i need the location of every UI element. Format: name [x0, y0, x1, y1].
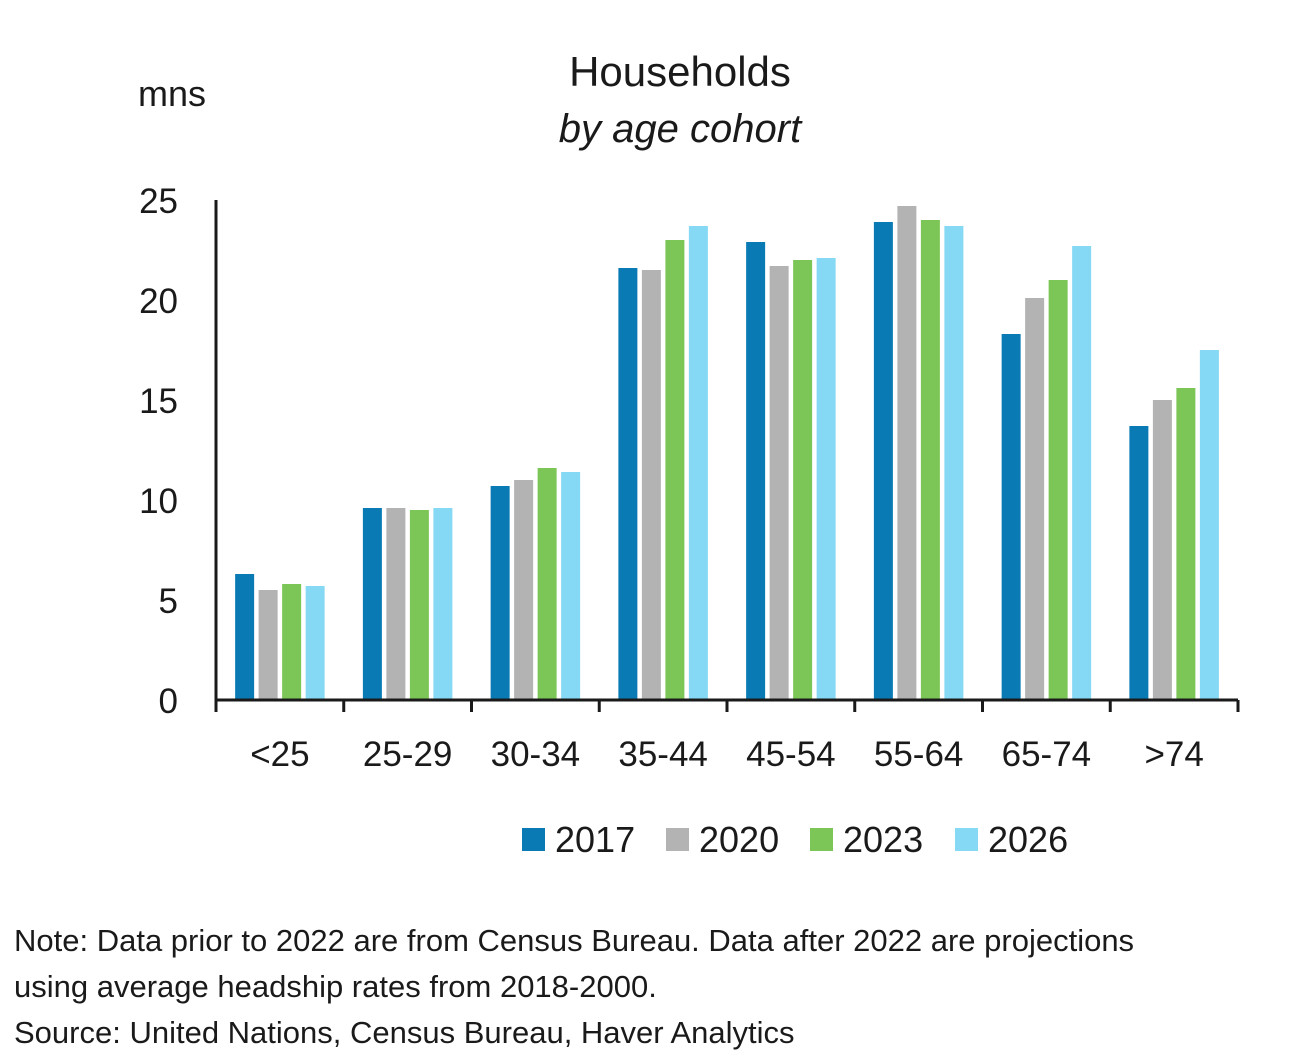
bar-2026-7 — [1199, 350, 1219, 700]
bar-2017-7 — [1129, 426, 1149, 700]
bar-2020-5 — [897, 206, 917, 700]
y-tick-label: 10 — [139, 482, 178, 521]
bar-2017-5 — [873, 222, 893, 700]
bar-2020-4 — [769, 266, 789, 700]
x-tick-label: 65-74 — [1002, 735, 1092, 774]
y-tick-label: 0 — [159, 682, 178, 721]
x-tick-label: 25-29 — [363, 735, 453, 774]
legend-swatch-2026 — [955, 828, 978, 851]
bar-2026-2 — [561, 472, 581, 700]
bar-2023-3 — [665, 240, 685, 700]
legend-label-2017: 2017 — [555, 819, 635, 860]
bar-2020-2 — [514, 480, 534, 700]
x-tick-label: 55-64 — [874, 735, 964, 774]
x-tick-label: 45-54 — [746, 735, 836, 774]
bar-2023-2 — [537, 468, 557, 700]
bar-2017-0 — [235, 574, 255, 700]
note-line-1: Note: Data prior to 2022 are from Census… — [14, 923, 1135, 958]
bar-2017-6 — [1001, 334, 1021, 700]
legend-label-2026: 2026 — [988, 819, 1068, 860]
chart-title: Households — [569, 48, 791, 95]
legend-swatch-2020 — [666, 828, 689, 851]
bar-2020-1 — [386, 508, 406, 700]
bar-2017-2 — [490, 486, 510, 700]
x-axis-labels: <25 25-29 30-34 35-44 45-54 55-64 65-74 >74 — [250, 735, 1204, 774]
bar-2020-3 — [641, 270, 661, 700]
chart-subtitle: by age cohort — [559, 107, 803, 151]
bar-2026-4 — [816, 258, 836, 700]
bar-2017-4 — [746, 242, 766, 700]
bar-2026-1 — [433, 508, 453, 700]
y-tick-label: 20 — [139, 282, 178, 321]
source-line: Source: United Nations, Census Bureau, H… — [14, 1015, 795, 1050]
bar-2023-5 — [920, 220, 940, 700]
bar-2026-3 — [688, 226, 708, 700]
bar-2020-0 — [258, 590, 278, 700]
bar-2023-4 — [793, 260, 813, 700]
legend: 2017 2020 2023 2026 — [522, 819, 1068, 860]
x-tick-label: 30-34 — [491, 735, 581, 774]
chart: Households by age cohort mns 0510152025 … — [138, 48, 1240, 860]
note-line-2: using average headship rates from 2018-2… — [14, 969, 657, 1004]
y-axis-ticks: 0 5 10 15 20 25 — [139, 182, 178, 721]
legend-swatch-2023 — [810, 828, 833, 851]
bar-2023-1 — [409, 510, 429, 700]
bars — [235, 206, 1219, 700]
bar-2026-6 — [1072, 246, 1092, 700]
bar-2023-7 — [1176, 388, 1196, 700]
legend-swatch-2017 — [522, 828, 545, 851]
x-tick-label: <25 — [250, 735, 309, 774]
bar-2026-0 — [305, 586, 325, 700]
x-tick-label: 35-44 — [618, 735, 708, 774]
y-tick-label: 5 — [159, 582, 178, 621]
y-axis-unit-label: mns — [138, 73, 206, 114]
y-tick-label: 25 — [139, 182, 178, 221]
legend-label-2023: 2023 — [843, 819, 923, 860]
bar-2026-5 — [944, 226, 964, 700]
x-axis-ticks — [214, 700, 1240, 712]
bar-2017-3 — [618, 268, 638, 700]
bar-2023-0 — [282, 584, 302, 700]
bar-2020-7 — [1152, 400, 1172, 700]
y-tick-label: 15 — [139, 382, 178, 421]
bar-2017-1 — [362, 508, 382, 700]
x-tick-label: >74 — [1144, 735, 1203, 774]
bar-2023-6 — [1048, 280, 1068, 700]
legend-label-2020: 2020 — [699, 819, 779, 860]
bar-2020-6 — [1025, 298, 1045, 700]
